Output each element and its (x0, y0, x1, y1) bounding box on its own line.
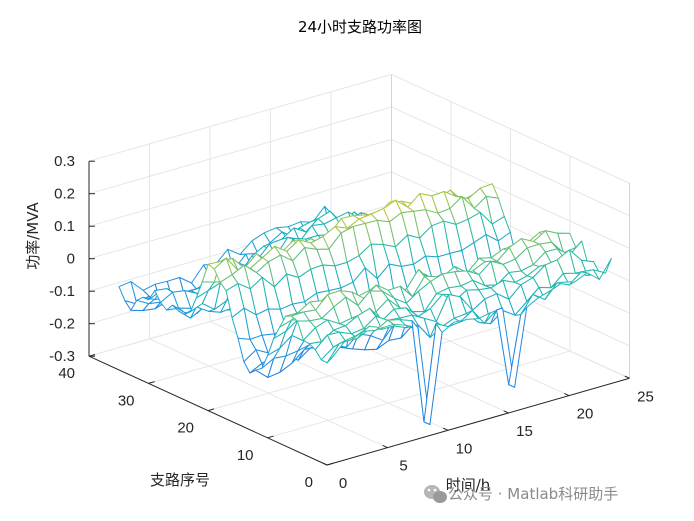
surface-mesh (118, 183, 612, 425)
z-tick-label: -0.1 (49, 283, 75, 300)
z-tick-label: 0.1 (54, 218, 75, 235)
x-tick-label: 15 (516, 423, 533, 440)
grid-line (391, 106, 630, 217)
surface-face (592, 257, 612, 280)
z-tick-label: -0.2 (49, 316, 75, 333)
x-tick-label: 0 (339, 475, 347, 492)
y-tick-label: 20 (177, 420, 194, 437)
x-tick-label: 20 (577, 406, 594, 423)
grid-line (267, 350, 571, 439)
chart-title: 24小时支路功率图 (298, 18, 422, 36)
x-tick-mark (322, 462, 328, 466)
grid-line (88, 73, 392, 162)
x-tick-label: 25 (637, 388, 654, 405)
y-tick-mark (148, 381, 155, 384)
z-tick-label: 0.3 (54, 153, 75, 170)
y-tick-label: 30 (118, 392, 135, 409)
grid-line (88, 106, 392, 195)
y-tick-mark (207, 408, 215, 412)
x-tick-mark (624, 375, 630, 379)
x-tick-mark (443, 427, 449, 431)
z-tick-label: 0 (67, 251, 75, 268)
y-tick-mark (326, 462, 334, 466)
z-tick-label: 0.2 (54, 186, 75, 203)
x-tick-mark (503, 410, 509, 414)
x-axis-label: 时间/h (446, 476, 491, 494)
watermark: 公众号 · Matlab科研助手 (424, 485, 618, 503)
x-tick-mark (564, 392, 570, 397)
z-tick-label: -0.3 (49, 348, 75, 365)
grid-line (391, 73, 630, 184)
grid-line (391, 138, 630, 249)
y-tick-label: 0 (305, 474, 313, 491)
x-axis-line (326, 377, 630, 466)
z-axis-label: 功率/MVA (24, 201, 42, 269)
x-tick-mark (382, 445, 388, 449)
grid-line (207, 323, 511, 412)
wechat-icon (424, 485, 447, 503)
chart-axes (88, 160, 630, 466)
y-tick-label: 10 (237, 447, 254, 464)
y-tick-mark (267, 435, 274, 439)
y-axis-label: 支路序号 (150, 471, 210, 489)
x-tick-label: 5 (399, 458, 407, 475)
grid-line (88, 171, 392, 260)
tick-labels: 0 5 10 15 20 25 0 10 20 30 40 0.3 0.2 0.1 0 -0.1 -0.2 -0.… (49, 153, 654, 492)
y-tick-label: 40 (58, 365, 75, 382)
x-tick-label: 10 (456, 440, 473, 457)
watermark-text: 公众号 · Matlab科研助手 (448, 485, 618, 503)
grid-line (88, 138, 392, 227)
